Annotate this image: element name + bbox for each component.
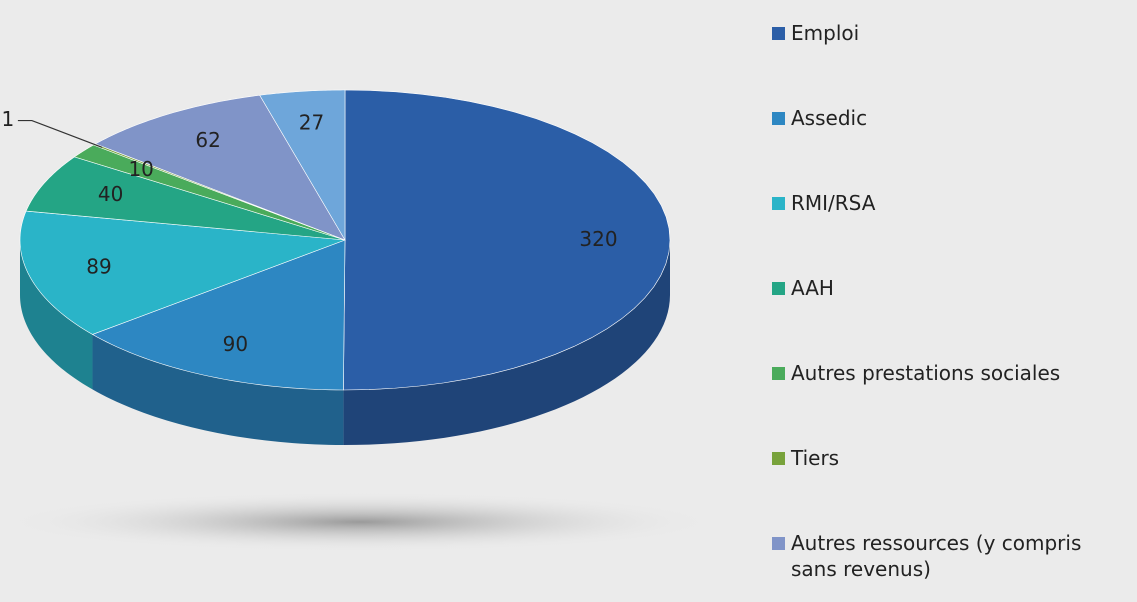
legend-item: AAH bbox=[772, 275, 834, 301]
pie-slice bbox=[19, 210, 346, 335]
pie-slice bbox=[343, 89, 671, 391]
data-label: 89 bbox=[86, 255, 111, 279]
legend-label: Autres prestations sociales bbox=[791, 361, 1061, 385]
legend-label: RMI/RSA bbox=[791, 191, 876, 215]
legend-item: Emploi bbox=[772, 20, 859, 46]
legend-item: Tiers bbox=[772, 445, 839, 471]
shadow bbox=[0, 492, 720, 552]
pie-side bbox=[20, 240, 93, 390]
pie-slice bbox=[73, 144, 346, 241]
pie-slice bbox=[91, 239, 346, 391]
legend-item: Autres ressources (y compris sans revenu… bbox=[772, 530, 1132, 582]
legend-swatch bbox=[772, 112, 785, 125]
data-label: 27 bbox=[299, 111, 324, 135]
data-label: 40 bbox=[98, 182, 123, 206]
legend-label: Assedic bbox=[791, 106, 868, 130]
legend-swatch bbox=[772, 452, 785, 465]
legend-label: Autres ressources (y compris sans revenu… bbox=[791, 531, 1082, 581]
legend-swatch bbox=[772, 537, 785, 550]
pie-slice bbox=[94, 94, 346, 241]
data-label: 1 bbox=[2, 107, 15, 131]
pie-side bbox=[343, 240, 670, 445]
legend-label: Emploi bbox=[791, 21, 860, 45]
leader-line bbox=[17, 119, 103, 148]
legend-label: AAH bbox=[791, 276, 834, 300]
data-label: 62 bbox=[195, 128, 220, 152]
data-label: 90 bbox=[223, 332, 248, 356]
data-label: 320 bbox=[579, 227, 617, 251]
pie-slice bbox=[259, 89, 346, 242]
legend-swatch bbox=[772, 367, 785, 380]
data-label: 10 bbox=[128, 157, 153, 181]
legend-swatch bbox=[772, 282, 785, 295]
pie-slice bbox=[25, 156, 346, 241]
legend-swatch bbox=[772, 27, 785, 40]
legend-item: Autres prestations sociales bbox=[772, 360, 1060, 386]
legend-label: Tiers bbox=[791, 446, 840, 470]
legend-item: RMI/RSA bbox=[772, 190, 875, 216]
legend-item: Assedic bbox=[772, 105, 867, 131]
legend-swatch bbox=[772, 197, 785, 210]
